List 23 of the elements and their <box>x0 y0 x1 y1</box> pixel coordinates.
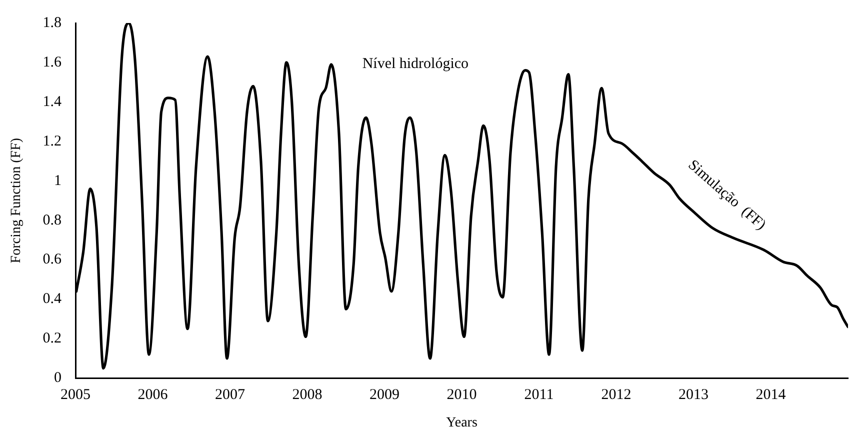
y-tick-label: 0.6 <box>42 252 62 268</box>
x-tick-label: 2006 <box>138 387 168 404</box>
annotation: Nível hidrológico <box>362 56 469 72</box>
y-tick-label: 0.4 <box>42 291 62 308</box>
y-tick-label: 0.2 <box>42 330 62 347</box>
y-tick-label: 1.2 <box>42 133 62 150</box>
x-tick-label: 2012 <box>601 387 632 404</box>
y-tick-label: 1.4 <box>42 94 62 110</box>
x-axis-title: Years <box>446 415 478 430</box>
x-tick-label: 2009 <box>370 387 400 404</box>
y-tick-label: 1.8 <box>42 14 62 31</box>
y-axis-title: Forcing Function (FF) <box>9 138 24 264</box>
x-tick-label: 2005 <box>60 387 91 404</box>
y-tick-label: 0 <box>54 370 62 386</box>
x-tick-label: 2011 <box>524 387 554 404</box>
y-tick-label: 1 <box>54 172 62 189</box>
y-tick-label: 1.6 <box>42 54 62 70</box>
x-tick-label: 2014 <box>756 387 786 404</box>
x-tick-label: 2013 <box>678 387 709 404</box>
x-tick-label: 2007 <box>215 387 246 404</box>
x-tick-label: 2010 <box>446 387 477 404</box>
x-tick-label: 2008 <box>292 387 322 404</box>
y-tick-label: 0.8 <box>42 212 62 228</box>
